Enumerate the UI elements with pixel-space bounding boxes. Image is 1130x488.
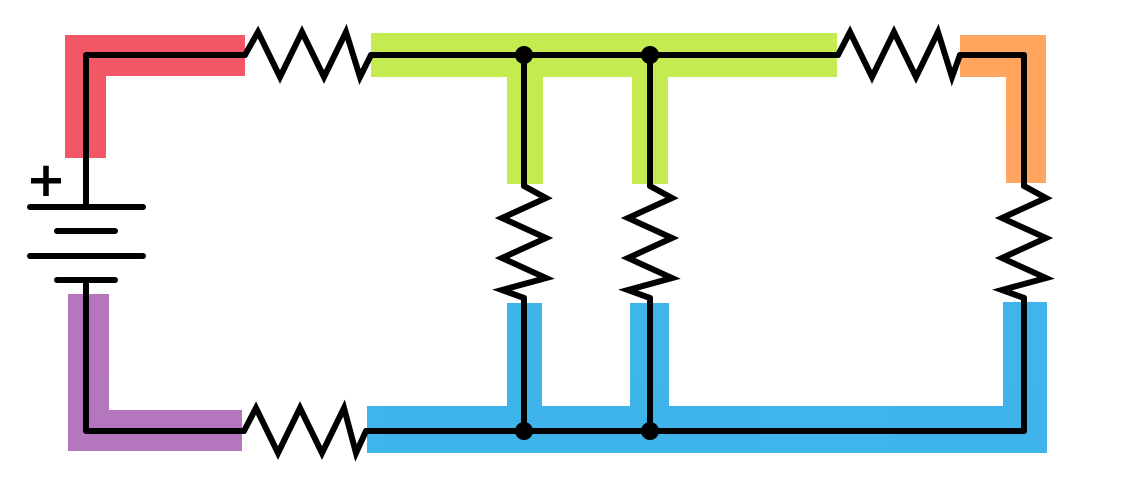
resistor-right bbox=[992, 183, 1055, 301]
junction-top-2 bbox=[641, 46, 659, 64]
junction-bottom-1 bbox=[515, 422, 533, 440]
node-highlight-purple bbox=[68, 294, 242, 451]
junctions bbox=[515, 46, 659, 440]
resistor-top-left bbox=[242, 23, 374, 86]
wire-battery-negative bbox=[83, 277, 247, 434]
resistor-top-right bbox=[835, 23, 963, 87]
junction-bottom-2 bbox=[641, 422, 659, 440]
wires bbox=[83, 52, 1027, 434]
junction-top-1 bbox=[515, 46, 533, 64]
wire-battery-positive bbox=[83, 52, 248, 208]
resistor-middle-2 bbox=[618, 183, 681, 301]
battery-positive-label: + bbox=[26, 152, 66, 208]
wire-top-right bbox=[957, 52, 1027, 189]
resistor-middle-1 bbox=[492, 183, 555, 301]
resistors bbox=[241, 23, 1055, 462]
battery: + bbox=[26, 152, 146, 283]
resistor-bottom-left bbox=[241, 399, 369, 462]
